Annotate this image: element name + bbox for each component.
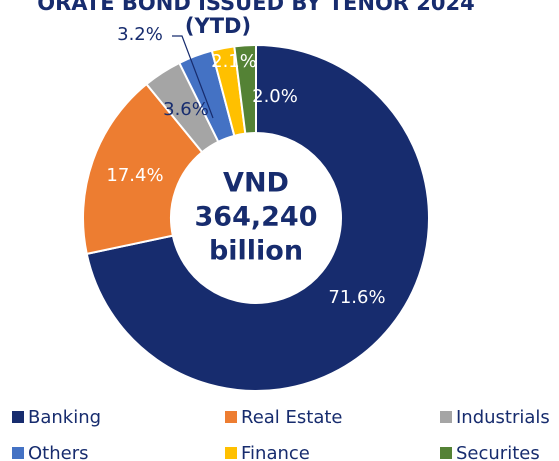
- chart-title: ORATE BOND ISSUED BY TENOR 2024: [37, 0, 474, 15]
- leader-line: [172, 35, 214, 119]
- legend-label: Real Estate: [241, 407, 343, 428]
- center-text: billion: [209, 236, 303, 267]
- data-label: 3.6%: [163, 99, 209, 120]
- legend-label: Industrials: [456, 407, 550, 428]
- legend-swatch: [225, 447, 237, 459]
- legend-label: Others: [28, 443, 89, 461]
- center-text: 364,240: [195, 202, 318, 233]
- slice: [233, 43, 257, 135]
- data-label: 2.1%: [211, 51, 257, 72]
- data-label: 17.4%: [106, 165, 163, 186]
- data-label: 3.2%: [117, 24, 163, 45]
- chart-title: (YTD): [185, 14, 251, 38]
- data-label: 71.6%: [328, 287, 385, 308]
- center-text: VND: [223, 168, 289, 199]
- legend-label: Finance: [241, 443, 310, 461]
- legend-swatch: [12, 411, 24, 423]
- legend-swatch: [225, 411, 237, 423]
- legend-label: Securites: [456, 443, 540, 461]
- legend-label: Banking: [28, 407, 101, 428]
- data-label: 2.0%: [252, 86, 298, 107]
- legend-swatch: [440, 447, 452, 459]
- legend-swatch: [12, 447, 24, 459]
- slice: [85, 43, 430, 392]
- slice: [82, 82, 204, 256]
- legend-swatch: [440, 411, 452, 423]
